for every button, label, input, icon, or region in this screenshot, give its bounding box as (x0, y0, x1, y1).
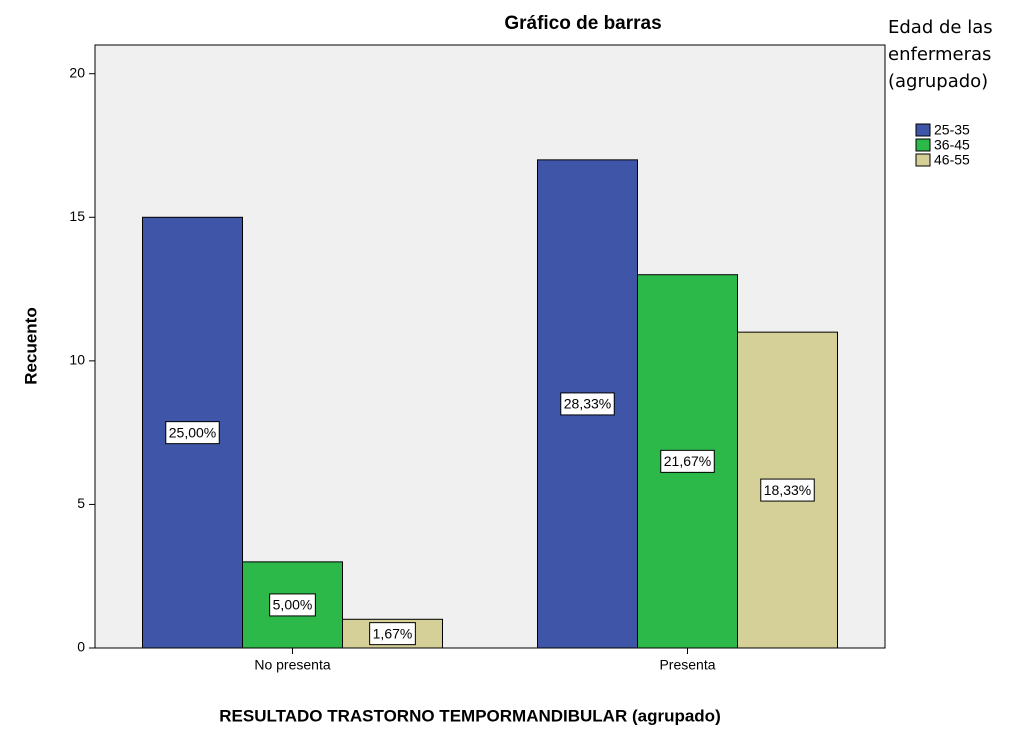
legend-label: 36-45 (934, 137, 970, 153)
value-label-box (760, 478, 815, 502)
legend-swatch (915, 123, 931, 137)
legend-title: Edad de las enfermeras (agrupado) (888, 17, 993, 92)
value-label: 18,33% (764, 482, 811, 498)
legend-label: 25-35 (934, 122, 970, 138)
value-label: 5,00% (273, 597, 313, 613)
chart-title: Gráfico de barras (504, 13, 661, 34)
value-label-box (369, 622, 416, 646)
value-label-box (165, 421, 220, 445)
value-label: 1,67% (373, 625, 413, 641)
y-tick-label: 15 (69, 208, 85, 224)
y-tick-label: 10 (69, 352, 85, 368)
y-tick-label: 5 (77, 495, 85, 511)
legend-swatch (915, 138, 931, 152)
x-axis-label: RESULTADO TRASTORNO TEMPORMANDIBULAR (ag… (219, 706, 720, 725)
value-label: 28,33% (564, 396, 611, 412)
value-label-box (660, 449, 715, 473)
legend-swatch (915, 153, 931, 167)
value-label: 25,00% (169, 424, 216, 440)
value-label-box (560, 392, 615, 416)
value-label-box (269, 593, 316, 617)
y-axis-label: Recuento (21, 307, 40, 384)
x-tick-label: Presenta (659, 657, 715, 673)
bar (637, 274, 738, 649)
value-label: 21,67% (664, 453, 711, 469)
y-tick-label: 0 (77, 639, 85, 655)
y-tick-label: 20 (69, 64, 85, 80)
legend-label: 46-55 (934, 152, 970, 168)
x-tick-label: No presenta (254, 657, 330, 673)
